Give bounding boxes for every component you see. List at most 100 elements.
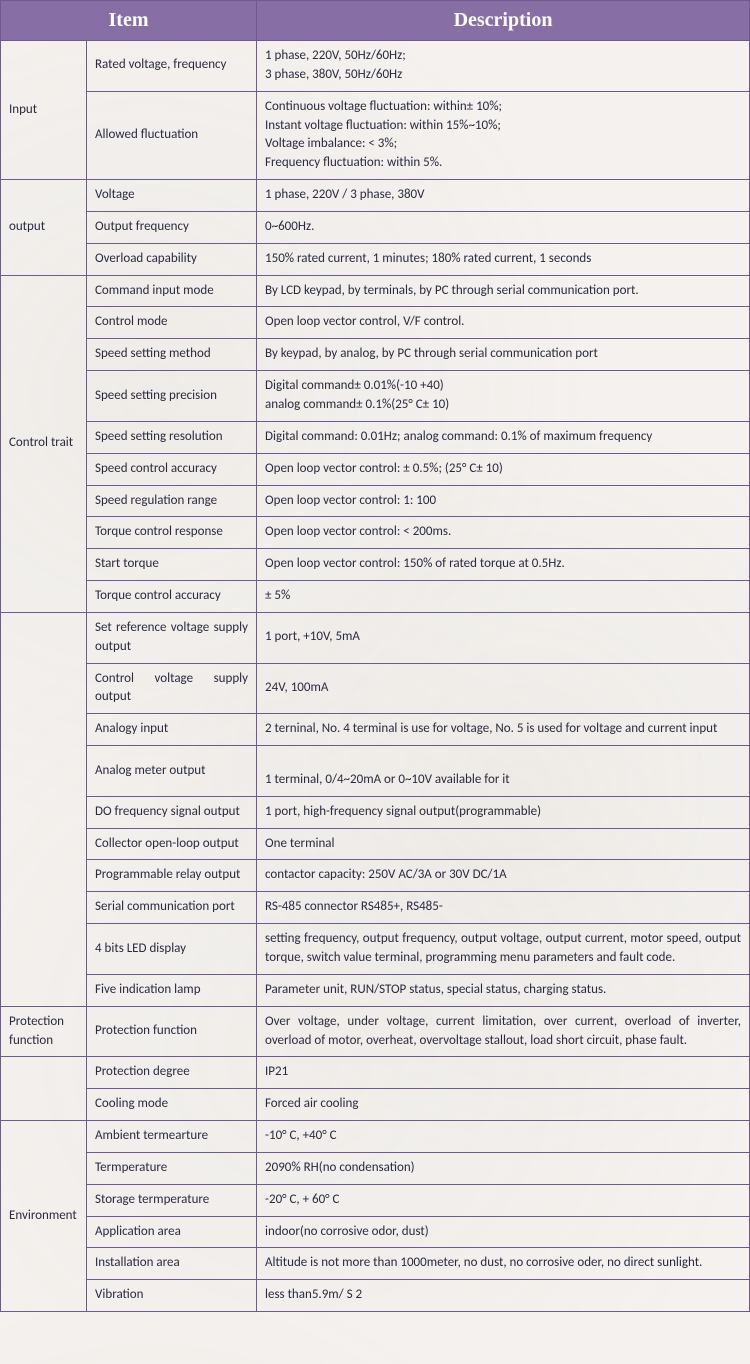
table-row: Speed setting precisionDigital command± … <box>1 371 750 422</box>
table-row: Torque control responseOpen loop vector … <box>1 517 750 549</box>
desc-cell: RS-485 connector RS485+, RS485- <box>257 892 750 924</box>
item-cell: Overload capability <box>87 243 257 275</box>
table-row: Start torqueOpen loop vector control: 15… <box>1 549 750 581</box>
table-row: Control modeOpen loop vector control, V/… <box>1 307 750 339</box>
item-cell: Cooling mode <box>87 1089 257 1121</box>
table-row: Protection functionProtection functionOv… <box>1 1006 750 1057</box>
desc-cell: Parameter unit, RUN/STOP status, special… <box>257 974 750 1006</box>
group-cell: output <box>1 180 87 276</box>
desc-cell: Open loop vector control: 150% of rated … <box>257 549 750 581</box>
desc-cell: 2 terninal, No. 4 terminal is use for vo… <box>257 714 750 746</box>
desc-cell: Altitude is not more than 1000meter, no … <box>257 1248 750 1280</box>
item-cell: DO frequency signal output <box>87 796 257 828</box>
item-cell: Vibration <box>87 1280 257 1312</box>
desc-cell: 150% rated current, 1 minutes; 180% rate… <box>257 243 750 275</box>
table-row: Analog meter output 1 terminal, 0/4~20mA… <box>1 746 750 797</box>
item-cell: Speed setting method <box>87 339 257 371</box>
item-cell: Protection function <box>87 1006 257 1057</box>
spec-table: Item Description InputRated voltage, fre… <box>0 0 750 1312</box>
item-cell: Analog meter output <box>87 746 257 797</box>
table-row: Overload capability150% rated current, 1… <box>1 243 750 275</box>
header-item: Item <box>1 1 257 41</box>
item-cell: Termperature <box>87 1152 257 1184</box>
desc-cell: -20° C, + 60° C <box>257 1184 750 1216</box>
table-row: Application areaindoor(no corrosive odor… <box>1 1216 750 1248</box>
item-cell: Speed regulation range <box>87 485 257 517</box>
desc-cell: 1 port, high-frequency signal output(pro… <box>257 796 750 828</box>
group-cell: Environment <box>1 1121 87 1312</box>
table-row: Collector open-loop outputOne terminal <box>1 828 750 860</box>
group-cell: Control trait <box>1 275 87 612</box>
item-cell: Speed setting resolution <box>87 421 257 453</box>
item-cell: Installation area <box>87 1248 257 1280</box>
item-cell: Torque control accuracy <box>87 581 257 613</box>
desc-cell: Forced air cooling <box>257 1089 750 1121</box>
table-row: outputVoltage1 phase, 220V / 3 phase, 38… <box>1 180 750 212</box>
table-row: Control voltage supply output24V, 100mA <box>1 663 750 714</box>
table-row: Output frequency0~600Hz. <box>1 211 750 243</box>
item-cell: Application area <box>87 1216 257 1248</box>
table-row: Speed setting resolutionDigital command:… <box>1 421 750 453</box>
group-cell: Protection function <box>1 1006 87 1057</box>
item-cell: Collector open-loop output <box>87 828 257 860</box>
item-cell: Analogy input <box>87 714 257 746</box>
item-cell: Five indication lamp <box>87 974 257 1006</box>
desc-cell: By keypad, by analog, by PC through seri… <box>257 339 750 371</box>
item-cell: Control voltage supply output <box>87 663 257 714</box>
table-row: DO frequency signal output1 port, high-f… <box>1 796 750 828</box>
table-row: Set reference voltage supply output1 por… <box>1 612 750 663</box>
item-cell: Start torque <box>87 549 257 581</box>
table-row: 4 bits LED displaysetting frequency, out… <box>1 924 750 975</box>
desc-cell: 2090% RH(no condensation) <box>257 1152 750 1184</box>
item-cell: Speed control accuracy <box>87 453 257 485</box>
desc-cell: -10° C, +40° C <box>257 1121 750 1153</box>
header-description: Description <box>257 1 750 41</box>
group-cell <box>1 1057 87 1121</box>
table-row: Analogy input2 terninal, No. 4 terminal … <box>1 714 750 746</box>
table-row: Control traitCommand input modeBy LCD ke… <box>1 275 750 307</box>
desc-cell: 1 phase, 220V, 50Hz/60Hz; 3 phase, 380V,… <box>257 41 750 92</box>
group-cell: Input <box>1 41 87 180</box>
desc-cell: 0~600Hz. <box>257 211 750 243</box>
table-row: Vibrationless than5.9m/ S 2 <box>1 1280 750 1312</box>
table-row: Termperature2090% RH(no condensation) <box>1 1152 750 1184</box>
group-cell <box>1 612 87 1006</box>
desc-cell: 1 port, +10V, 5mA <box>257 612 750 663</box>
desc-cell: 1 terminal, 0/4~20mA or 0~10V available … <box>257 746 750 797</box>
item-cell: Rated voltage, frequency <box>87 41 257 92</box>
desc-cell: 1 phase, 220V / 3 phase, 380V <box>257 180 750 212</box>
table-row: Torque control accuracy± 5% <box>1 581 750 613</box>
desc-cell: Digital command: 0.01Hz; analog command:… <box>257 421 750 453</box>
table-row: Serial communication portRS-485 connecto… <box>1 892 750 924</box>
desc-cell: Continuous voltage fluctuation: within± … <box>257 91 750 179</box>
item-cell: Output frequency <box>87 211 257 243</box>
table-row: Speed control accuracyOpen loop vector c… <box>1 453 750 485</box>
desc-cell: Over voltage, under voltage, current lim… <box>257 1006 750 1057</box>
desc-cell: ± 5% <box>257 581 750 613</box>
table-row: Protection degreeIP21 <box>1 1057 750 1089</box>
desc-cell: By LCD keypad, by terminals, by PC throu… <box>257 275 750 307</box>
desc-cell: Open loop vector control, V/F control. <box>257 307 750 339</box>
table-header-row: Item Description <box>1 1 750 41</box>
desc-cell: contactor capacity: 250V AC/3A or 30V DC… <box>257 860 750 892</box>
table-row: Installation areaAltitude is not more th… <box>1 1248 750 1280</box>
item-cell: Torque control response <box>87 517 257 549</box>
item-cell: Set reference voltage supply output <box>87 612 257 663</box>
item-cell: Programmable relay output <box>87 860 257 892</box>
item-cell: Serial communication port <box>87 892 257 924</box>
item-cell: Control mode <box>87 307 257 339</box>
desc-cell: Open loop vector control: 1: 100 <box>257 485 750 517</box>
item-cell: Command input mode <box>87 275 257 307</box>
item-cell: Allowed fluctuation <box>87 91 257 179</box>
table-row: Allowed fluctuationContinuous voltage fl… <box>1 91 750 179</box>
desc-cell: less than5.9m/ S 2 <box>257 1280 750 1312</box>
desc-cell: IP21 <box>257 1057 750 1089</box>
item-cell: Voltage <box>87 180 257 212</box>
table-row: Five indication lampParameter unit, RUN/… <box>1 974 750 1006</box>
item-cell: 4 bits LED display <box>87 924 257 975</box>
table-row: EnvironmentAmbient termearture-10° C, +4… <box>1 1121 750 1153</box>
table-row: Programmable relay outputcontactor capac… <box>1 860 750 892</box>
item-cell: Ambient termearture <box>87 1121 257 1153</box>
table-row: Cooling modeForced air cooling <box>1 1089 750 1121</box>
table-row: Speed setting methodBy keypad, by analog… <box>1 339 750 371</box>
